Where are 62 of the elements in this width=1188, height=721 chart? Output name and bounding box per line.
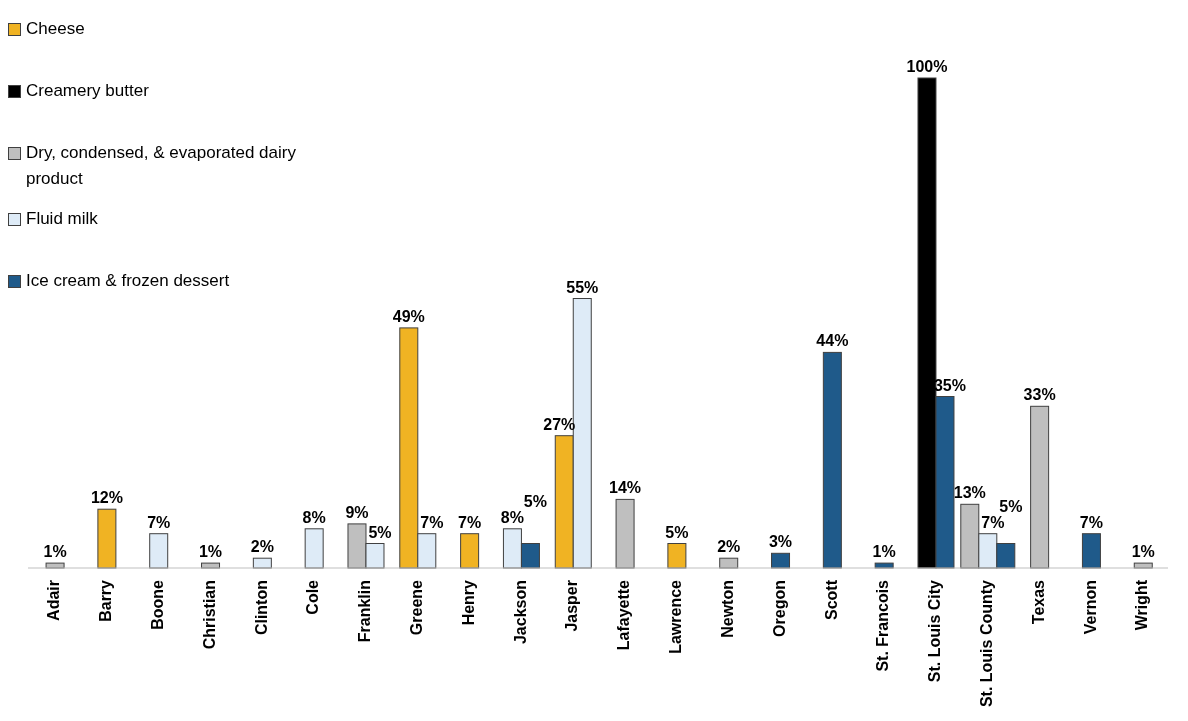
data-label: 7% — [458, 513, 482, 531]
data-label: 1% — [1131, 543, 1155, 561]
data-label: 5% — [368, 523, 392, 541]
x-tick-label: Jasper — [563, 580, 581, 632]
x-tick-label: Jackson — [511, 580, 529, 645]
data-label: 1% — [198, 543, 223, 561]
data-label: 5% — [999, 497, 1023, 515]
data-label: 9% — [345, 503, 369, 521]
data-label: 8% — [302, 508, 326, 526]
bar — [1081, 533, 1101, 569]
data-label: 5% — [523, 492, 547, 510]
x-tick-label: Lawrence — [667, 579, 685, 654]
legend-label: Creamery butter — [26, 80, 149, 102]
x-tick-label: Barry — [97, 579, 115, 622]
x-tick-label: Boone — [148, 579, 166, 630]
x-tick-label: Greene — [408, 579, 425, 636]
data-label: 1% — [43, 543, 67, 561]
x-tick-label: Adair — [45, 580, 63, 621]
data-label: 3% — [768, 533, 793, 551]
x-tick-label: Henry — [459, 579, 477, 626]
legend-label: Ice cream & frozen dessert — [26, 270, 230, 292]
bar — [460, 533, 480, 569]
data-label: 8% — [500, 508, 524, 526]
data-label: 14% — [609, 479, 642, 497]
x-tick-label: Oregon — [770, 580, 788, 637]
data-label: 1% — [872, 543, 896, 561]
x-tick-label: Christian — [200, 580, 218, 650]
bar — [97, 508, 117, 569]
x-tick-label: Cole — [304, 579, 322, 615]
x-tick-label: St. Francois — [874, 579, 892, 672]
bar — [771, 552, 791, 569]
data-label: 12% — [90, 489, 123, 507]
data-label: 13% — [953, 484, 986, 502]
x-tick-label: Wright — [1133, 579, 1151, 631]
x-tick-label: Newton — [718, 580, 736, 638]
x-tick-label: Clinton — [252, 580, 270, 636]
x-tick-label: Scott — [822, 579, 840, 620]
data-label: 44% — [816, 332, 849, 350]
data-label: 49% — [392, 307, 425, 325]
bar — [822, 351, 842, 569]
data-label: 33% — [1023, 386, 1056, 404]
x-tick-label: Texas — [1029, 579, 1047, 625]
data-label: 7% — [147, 513, 171, 531]
data-label: 7% — [1079, 513, 1103, 531]
data-label: 55% — [566, 278, 599, 296]
data-label: 2% — [250, 538, 274, 556]
legend-label: Dry, condensed, & evaporated dairy product — [26, 142, 297, 190]
legend-label: Cheese — [26, 18, 85, 40]
x-tick-label: St. Louis City — [926, 579, 944, 683]
data-label: 2% — [717, 538, 741, 556]
x-tick-label: Vernon — [1081, 580, 1099, 635]
legend-label: Fluid milk — [26, 208, 98, 230]
x-tick-label: Franklin — [356, 580, 374, 643]
bar — [149, 533, 169, 569]
bar — [304, 528, 324, 569]
bar — [667, 543, 687, 569]
x-tick-label: St. Louis County — [978, 579, 995, 708]
data-label: 7% — [420, 513, 444, 531]
data-label: 100% — [906, 58, 948, 75]
x-tick-label: Lafayette — [615, 579, 633, 651]
data-label: 7% — [981, 513, 1005, 531]
data-label: 5% — [665, 523, 689, 541]
